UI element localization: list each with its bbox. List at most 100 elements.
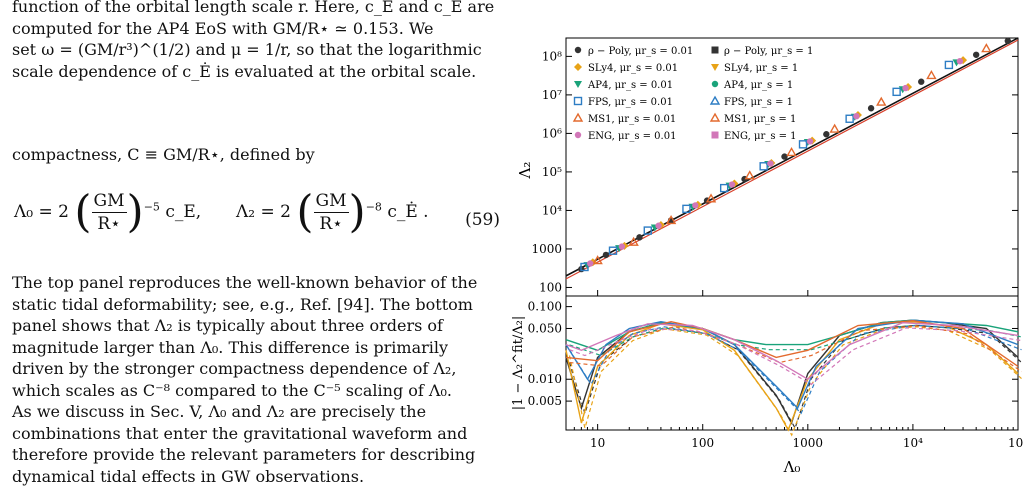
data-point: [876, 96, 887, 106]
data-point: [759, 162, 768, 171]
data-point: [628, 236, 639, 246]
fraction: GM R⋆: [91, 191, 127, 234]
residual-curve-dashed: [568, 324, 1022, 430]
data-point: [618, 243, 626, 250]
data-point: [636, 234, 643, 241]
legend-entry: SLy4, μr_s = 1: [724, 63, 798, 74]
text-line: therefore provide the relevant parameter…: [12, 445, 476, 464]
legend-entry: ENG, μr_s = 1: [724, 131, 797, 142]
y-bottom-tick-label: 0.050: [528, 321, 562, 335]
data-point: [823, 131, 830, 138]
legend-marker: [574, 46, 582, 54]
y-top-tick-label: 1000: [531, 242, 562, 256]
figure-tidal-deformability: 10 100 1000 10⁴ 10⁵ 100 1000 10⁴ 10⁵ 10⁶ 10⁷ 10⁸ 0.0…: [511, 37, 1023, 476]
text-line: set ω = (GM/r³)^(1/2) and μ = 1/r, so th…: [12, 40, 482, 59]
y-top-tick-label: 10⁷: [542, 88, 562, 102]
equation-59: Λ₀ = 2 (GM R⋆)−5 c_E, Λ₂ = 2 (GM R⋆)−8 c_Ė…: [14, 186, 508, 260]
text-line: combinations that enter the gravitationa…: [12, 423, 468, 443]
text-line: function of the orbital length scale r. …: [12, 0, 495, 16]
data-point: [665, 215, 677, 225]
data-point: [728, 181, 736, 188]
text-line: computed for the AP4 EoS with GM/R⋆ ≃ 0.…: [12, 18, 434, 38]
residual-curve-dashed: [569, 327, 1022, 386]
y-bottom-tick-label: 0.100: [528, 300, 562, 314]
text-line: static tidal deformability; see, e.g., R…: [12, 294, 473, 314]
paragraph-discussion: The top panel reproduces the well-known …: [12, 272, 506, 487]
legend-entry: SLy4, μr_s = 0.01: [588, 63, 678, 74]
legend-entry: AP4, μr_s = 1: [723, 80, 793, 91]
legend-marker: [574, 81, 582, 88]
data-point: [602, 251, 610, 259]
y-bottom-tick-label: 0.005: [528, 394, 562, 408]
data-point: [981, 43, 992, 53]
legend-entry: ENG, μr_s = 0.01: [588, 131, 676, 142]
data-point: [580, 262, 589, 272]
y-top-tick-label: 10⁵: [542, 165, 562, 179]
legend-marker: [573, 96, 583, 106]
bottom-panel-frame: [565, 295, 1019, 431]
data-point: [902, 84, 909, 92]
legend-entry: FPS, μr_s = 0.01: [588, 97, 673, 108]
data-point: [786, 147, 797, 157]
legend-marker: [711, 64, 719, 71]
legend-entry: ρ − Poly, μr_s = 0.01: [588, 46, 693, 57]
data-point: [643, 226, 652, 235]
legend-marker: [709, 95, 721, 105]
data-point: [655, 222, 662, 229]
legend-entry: MS1, μr_s = 0.01: [588, 114, 676, 125]
legend-marker: [574, 63, 582, 71]
top-panel-frame: [565, 37, 1019, 297]
legend-entry: FPS, μr_s = 1: [724, 97, 793, 108]
residual-curve: [565, 319, 1019, 425]
equation-lambda2: Λ₂ = 2 (GM R⋆)−8 c_Ė .: [236, 186, 429, 238]
y-top-tick-label: 100: [539, 280, 562, 294]
paragraph-compactness: compactness, C ≡ GM/R⋆, defined by: [12, 144, 506, 166]
legend-marker: [711, 131, 719, 139]
text-line: compactness, C ≡ GM/R⋆, defined by: [12, 145, 315, 164]
text-line: driven by the stronger compactness depen…: [12, 359, 457, 378]
data-point: [892, 87, 901, 97]
text-line: which scales as C⁻⁸ compared to the C⁻⁵ …: [12, 380, 452, 400]
residual-curve-dashed: [569, 325, 1022, 373]
text-line: scale dependence of c_Ė is evaluated at …: [12, 61, 477, 81]
y-axis-label-top: Λ₂: [516, 162, 534, 180]
equation-number: (59): [465, 210, 500, 230]
data-point: [682, 204, 691, 214]
text-line: The top panel reproduces the well-known …: [12, 273, 478, 292]
data-point: [845, 114, 854, 123]
data-point: [944, 60, 954, 70]
legend-marker: [572, 112, 584, 122]
data-point: [592, 255, 603, 265]
legend-marker: [711, 80, 719, 88]
data-point: [926, 70, 937, 80]
data-point: [767, 160, 774, 167]
y-top-tick-label: 10⁶: [542, 126, 562, 140]
equation-lambda0: Λ₀ = 2 (GM R⋆)−5 c_E,: [14, 186, 202, 238]
x-tick-label: 10⁵: [1008, 436, 1023, 450]
text-line: magnitude larger than Λ₀. This differenc…: [12, 337, 449, 357]
data-point: [608, 246, 618, 255]
legend-marker: [574, 131, 582, 139]
x-tick-label: 10⁴: [903, 436, 923, 450]
legend-entry: ρ − Poly, μr_s = 1: [724, 46, 813, 57]
y-axis-label-bottom: |1 − Λ₂^fit/Λ₂|: [511, 316, 526, 411]
data-point: [705, 193, 717, 203]
data-point: [829, 123, 840, 133]
x-tick-label: 10: [590, 436, 605, 450]
data-point: [972, 51, 980, 58]
residual-curve-dashed: [568, 326, 1022, 437]
data-point: [853, 112, 860, 120]
y-bottom-tick-label: 0.010: [528, 372, 562, 386]
y-top-tick-label: 10⁸: [542, 49, 562, 63]
data-point: [692, 202, 699, 209]
y-top-tick-label: 10⁴: [542, 203, 562, 217]
fraction: GM R⋆: [313, 191, 349, 234]
data-point: [959, 56, 968, 65]
data-point: [744, 170, 755, 180]
residual-curve: [565, 321, 1019, 381]
x-axis-label: Λ₀: [783, 458, 801, 476]
residual-curve: [565, 320, 1019, 432]
data-point: [867, 105, 875, 112]
data-point: [806, 138, 814, 145]
data-point: [956, 57, 964, 65]
